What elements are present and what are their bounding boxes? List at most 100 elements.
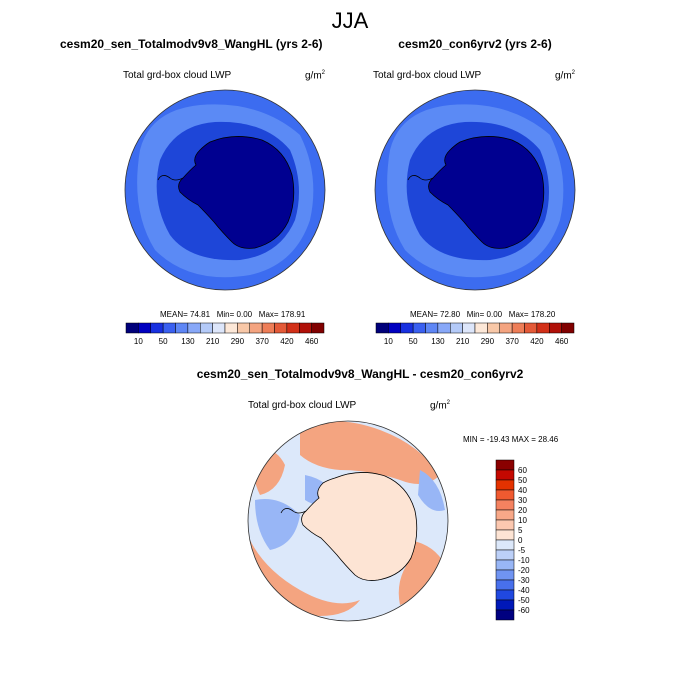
panel2-colorbar-swatch (511, 322, 525, 334)
panel1-colorbar-tick-label: 50 (159, 337, 168, 346)
panel3-colorbar-tick-label: -5 (518, 546, 526, 555)
panel2-colorbar-tick-label: 10 (384, 337, 393, 346)
panel3-colorbar-swatch (495, 469, 515, 481)
panel3-cool-region (418, 470, 445, 511)
panel1-colorbar-swatch (286, 322, 300, 334)
panel2-stats: MEAN= 72.80 Min= 0.00 Max= 178.20 (410, 310, 556, 319)
panel2-polar-map (375, 90, 575, 290)
panel2-colorbar: 10 50 130 210 290 370 420 460 (375, 322, 575, 346)
panel3-warm-region (300, 421, 440, 484)
panel2-colorbar-swatch (412, 322, 426, 334)
panel3-colorbar-swatch (495, 509, 515, 521)
panel2-variable-label: Total grd-box cloud LWP (373, 70, 482, 81)
panel3-colorbar-swatch (495, 549, 515, 561)
panel3-colorbar-tick-label: 20 (518, 506, 527, 515)
panel3-colorbar-swatch (495, 599, 515, 611)
panel3-colorbar-swatch (495, 539, 515, 551)
panel1-colorbar-swatch (162, 322, 176, 334)
panel2-antarctica-continent (428, 136, 545, 249)
panel1-colorbar-swatch (175, 322, 189, 334)
panel2-colorbar-tick-label: 130 (431, 337, 445, 346)
panel3-units: g/m2 (430, 400, 451, 412)
panel3-colorbar-tick-label: -60 (518, 606, 530, 615)
panel2-colorbar-swatch (487, 322, 500, 334)
panel1-colorbar-tick-label: 10 (134, 337, 143, 346)
panel1-colorbar: 10 50 130 210 290 370 420 460 (125, 322, 325, 346)
panel1-colorbar-tick-label: 290 (231, 337, 245, 346)
panel3-colorbar-swatch (495, 589, 515, 601)
panel1-variable-label: Total grd-box cloud LWP (123, 70, 232, 81)
panel3-colorbar-swatch (495, 559, 515, 571)
panel2-colorbar-swatch (437, 322, 451, 334)
panel3-antarctica-continent (301, 472, 418, 581)
panel1-colorbar-swatch (187, 322, 201, 334)
panel1-stats: MEAN= 74.81 Min= 0.00 Max= 178.91 (160, 310, 306, 319)
panel2-colorbar-tick-label: 460 (555, 337, 569, 346)
panel1-colorbar-swatch (200, 322, 213, 334)
panel3-peninsula-coast (280, 508, 307, 514)
panel3-colorbar-tick-label: 10 (518, 516, 527, 525)
panel2-colorbar-swatch (375, 322, 389, 334)
panel3-colorbar-swatch (495, 479, 515, 491)
panel1-colorbar-tick-label: 370 (255, 337, 269, 346)
panel1-colorbar-swatch (299, 322, 312, 334)
panel3-difference-map (248, 421, 448, 621)
panel1-colorbar-tick-label: 460 (305, 337, 319, 346)
panel3-colorbar-swatch (495, 579, 515, 591)
panel3-colorbar-tick-label: -50 (518, 596, 530, 605)
panel2-colorbar-swatch (499, 322, 513, 334)
panel3-variable-label: Total grd-box cloud LWP (248, 400, 357, 411)
panel2-map-border (374, 89, 576, 291)
panel2-units: g/m2 (555, 70, 576, 82)
panel1-antarctica-continent (178, 136, 295, 249)
panel3-minmax: MIN = -19.43 MAX = 28.46 (463, 435, 559, 444)
panel1-colorbar-tick-label: 420 (280, 337, 294, 346)
panel2-colorbar-tick-label: 210 (456, 337, 470, 346)
panel1-peninsula-coast (157, 175, 184, 181)
panel1-polar-map (125, 90, 325, 290)
panel2-colorbar-swatch (561, 322, 575, 334)
panel3-colorbar-tick-label: -30 (518, 576, 530, 585)
panel1-colorbar-tick-label: 210 (206, 337, 220, 346)
panel3-colorbar-tick-label: -40 (518, 586, 530, 595)
panel1-colorbar-swatch (237, 322, 250, 334)
panel1-colorbar-swatch (125, 322, 139, 334)
panel3-colorbar-swatch (495, 459, 515, 471)
main-title: JJA (331, 8, 369, 33)
panel1-colorbar-swatch (249, 322, 263, 334)
panel2-colorbar-tick-label: 420 (530, 337, 544, 346)
panel1-colorbar-tick-label: 130 (181, 337, 195, 346)
panel2-colorbar-swatch (450, 322, 463, 334)
panel2-colorbar-swatch (524, 322, 538, 334)
panel3-cool-region (255, 499, 300, 550)
panel3-colorbar-tick-label: -20 (518, 566, 530, 575)
panel2-colorbar-swatch (400, 322, 414, 334)
panel1-colorbar-swatch (274, 322, 288, 334)
panel3-colorbar-swatch (495, 569, 515, 581)
panel2-peninsula-coast (407, 175, 434, 181)
panel1-colorbar-swatch (311, 322, 325, 334)
panel2-title: cesm20_con6yrv2 (yrs 2-6) (398, 37, 552, 51)
panel3-colorbar-tick-label: 5 (518, 526, 523, 535)
panel3-colorbar-swatch (495, 489, 515, 501)
panel3-map-border (247, 420, 449, 622)
panel2-colorbar-swatch (462, 322, 476, 334)
panel1-colorbar-swatch (150, 322, 164, 334)
panel3-colorbar-tick-label: 30 (518, 496, 527, 505)
panel2-colorbar-tick-label: 50 (409, 337, 418, 346)
panel3-colorbar-swatch (495, 499, 515, 511)
panel1-colorbar-swatch (212, 322, 226, 334)
panel3-colorbar-tick-label: 50 (518, 476, 527, 485)
panel2-colorbar-swatch (388, 322, 401, 334)
panel1-units: g/m2 (305, 70, 326, 82)
panel2-colorbar-swatch (425, 322, 439, 334)
panel3-colorbar-swatch (495, 529, 515, 541)
panel2-colorbar-swatch (549, 322, 562, 334)
panel2-colorbar-swatch (474, 322, 488, 334)
panel3-colorbar-tick-label: 40 (518, 486, 527, 495)
panel3-colorbar-tick-label: 0 (518, 536, 523, 545)
panel3-colorbar-swatch (495, 609, 515, 621)
panel3-title: cesm20_sen_Totalmodv9v8_WangHL - cesm20_… (196, 367, 524, 381)
panel3-colorbar-swatch (495, 519, 515, 531)
